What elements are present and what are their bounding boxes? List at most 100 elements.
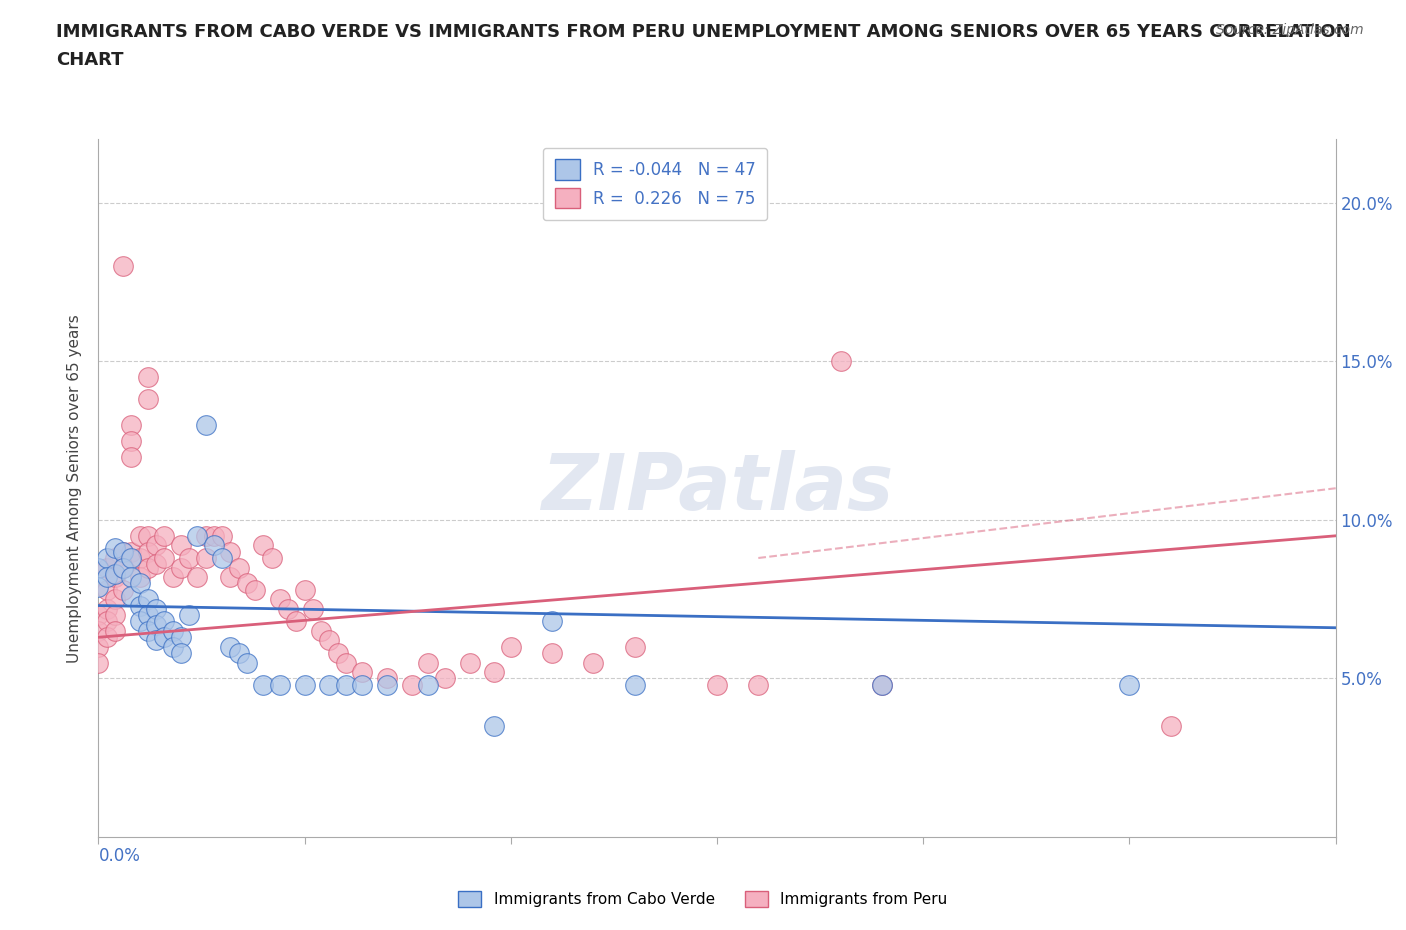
Point (623, 639, 645, 654)
Text: IMMIGRANTS FROM CABO VERDE VS IMMIGRANTS FROM PERU UNEMPLOYMENT AMONG SENIORS OV: IMMIGRANTS FROM CABO VERDE VS IMMIGRANTS… (56, 23, 1351, 41)
Point (128, 614, 150, 629)
Point (136, 560, 159, 575)
Point (236, 655, 259, 670)
Point (211, 528, 233, 543)
Point (309, 623, 332, 638)
Point (112, 544, 135, 559)
Point (375, 677, 398, 692)
Point (162, 639, 184, 654)
Point (136, 623, 159, 638)
Point (582, 655, 605, 670)
Point (170, 560, 193, 575)
Point (136, 591, 159, 606)
Point (162, 569, 184, 584)
Point (112, 582, 135, 597)
Point (120, 589, 142, 604)
Point (128, 598, 150, 613)
Point (170, 538, 193, 552)
Point (136, 392, 159, 407)
Point (179, 551, 201, 565)
Point (112, 560, 135, 575)
Point (87, 560, 110, 575)
Point (104, 541, 127, 556)
Point (136, 607, 159, 622)
Point (418, 655, 440, 670)
Point (433, 671, 456, 686)
Point (294, 582, 316, 597)
Point (186, 569, 208, 584)
Point (96, 551, 118, 565)
Point (243, 582, 266, 597)
Point (145, 618, 167, 632)
Point (128, 569, 150, 584)
Point (219, 639, 242, 654)
Point (87, 639, 110, 654)
Point (260, 551, 283, 565)
Point (136, 544, 159, 559)
Point (104, 607, 127, 622)
Text: 0.0%: 0.0% (98, 847, 141, 866)
Point (1118, 677, 1140, 692)
Point (252, 538, 274, 552)
Point (96, 569, 118, 584)
Text: Source: ZipAtlas.com: Source: ZipAtlas.com (1216, 23, 1364, 37)
Point (87, 655, 110, 670)
Point (104, 569, 127, 584)
Point (153, 630, 176, 644)
Point (830, 354, 852, 369)
Point (252, 677, 274, 692)
Point (318, 633, 340, 648)
Point (541, 614, 564, 629)
Point (136, 528, 159, 543)
Point (87, 579, 110, 594)
Point (228, 645, 250, 660)
Point (870, 677, 893, 692)
Point (706, 677, 728, 692)
Point (302, 602, 325, 617)
Point (194, 528, 217, 543)
Point (112, 560, 135, 575)
Point (112, 259, 135, 273)
Point (162, 623, 184, 638)
Point (153, 528, 176, 543)
Point (153, 614, 176, 629)
Point (104, 591, 127, 606)
Point (194, 418, 217, 432)
Point (277, 602, 299, 617)
Legend: R = -0.044   N = 47, R =  0.226   N = 75: R = -0.044 N = 47, R = 0.226 N = 75 (543, 148, 768, 220)
Point (401, 677, 423, 692)
Point (120, 449, 142, 464)
Text: CHART: CHART (56, 51, 124, 69)
Point (96, 560, 118, 575)
Point (228, 560, 250, 575)
Point (96, 630, 118, 644)
Y-axis label: Unemployment Among Seniors over 65 years: Unemployment Among Seniors over 65 years (67, 314, 83, 662)
Point (170, 645, 193, 660)
Point (541, 645, 564, 660)
Point (1160, 719, 1182, 734)
Point (236, 576, 259, 591)
Point (120, 433, 142, 448)
Point (120, 418, 142, 432)
Text: ZIPatlas: ZIPatlas (541, 450, 893, 526)
Point (326, 645, 349, 660)
Point (202, 528, 225, 543)
Point (352, 677, 374, 692)
Point (179, 607, 201, 622)
Point (219, 544, 242, 559)
Point (375, 671, 398, 686)
Point (499, 639, 522, 654)
Point (104, 623, 127, 638)
Point (269, 677, 291, 692)
Point (418, 677, 440, 692)
Point (458, 655, 481, 670)
Point (112, 544, 135, 559)
Point (153, 551, 176, 565)
Point (202, 538, 225, 552)
Legend: Immigrants from Cabo Verde, Immigrants from Peru: Immigrants from Cabo Verde, Immigrants f… (453, 884, 953, 913)
Point (484, 719, 506, 734)
Point (170, 630, 193, 644)
Point (219, 569, 242, 584)
Point (120, 569, 142, 584)
Point (623, 677, 645, 692)
